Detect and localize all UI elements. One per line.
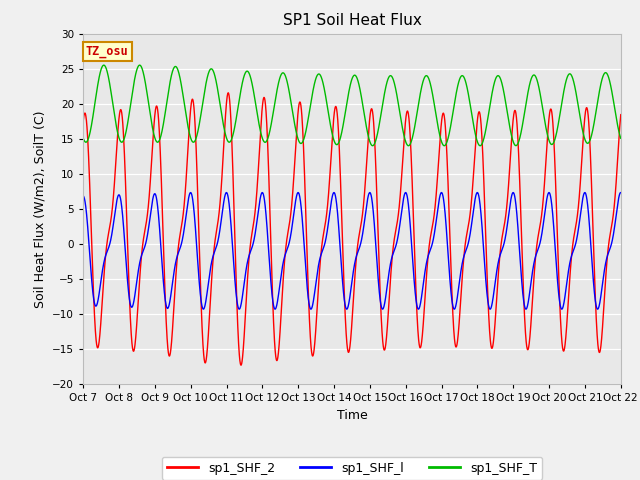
sp1_SHF_T	[141, 76, 148, 82]
sp1_SHF_2	[617, 112, 625, 118]
sp1_SHF_2	[79, 118, 87, 124]
Legend: sp1_SHF_2, sp1_SHF_l, sp1_SHF_T: sp1_SHF_2, sp1_SHF_l, sp1_SHF_T	[162, 457, 542, 480]
sp1_SHF_2	[607, 229, 614, 235]
X-axis label: Time: Time	[337, 408, 367, 421]
sp1_SHF_T	[173, 64, 180, 70]
sp1_SHF_T	[309, 89, 317, 95]
sp1_SHF_2	[309, 353, 317, 359]
sp1_SHF_2	[225, 90, 232, 96]
sp1_SHF_2	[549, 118, 557, 124]
Line: sp1_SHF_2: sp1_SHF_2	[83, 93, 621, 365]
sp1_SHF_l	[451, 306, 458, 312]
sp1_SHF_l	[173, 256, 180, 262]
sp1_SHF_2	[173, 265, 180, 271]
sp1_SHF_2	[237, 362, 244, 368]
sp1_SHF_T	[285, 91, 293, 96]
sp1_SHF_T	[79, 135, 87, 141]
Y-axis label: Soil Heat Flux (W/m2), SoilT (C): Soil Heat Flux (W/m2), SoilT (C)	[34, 110, 47, 308]
sp1_SHF_l	[259, 190, 266, 195]
sp1_SHF_l	[79, 193, 87, 199]
sp1_SHF_T	[607, 82, 614, 88]
sp1_SHF_T	[100, 62, 108, 68]
sp1_SHF_l	[549, 211, 557, 217]
sp1_SHF_T	[476, 143, 484, 149]
sp1_SHF_l	[607, 244, 614, 250]
Title: SP1 Soil Heat Flux: SP1 Soil Heat Flux	[283, 13, 421, 28]
sp1_SHF_T	[549, 141, 557, 147]
Text: TZ_osu: TZ_osu	[86, 45, 129, 58]
sp1_SHF_l	[285, 239, 293, 244]
sp1_SHF_l	[617, 190, 625, 195]
Line: sp1_SHF_T: sp1_SHF_T	[83, 65, 621, 146]
sp1_SHF_l	[141, 245, 148, 251]
sp1_SHF_l	[309, 301, 317, 307]
sp1_SHF_T	[617, 135, 625, 141]
sp1_SHF_2	[141, 230, 148, 236]
Line: sp1_SHF_l: sp1_SHF_l	[83, 192, 621, 309]
sp1_SHF_2	[286, 219, 294, 225]
